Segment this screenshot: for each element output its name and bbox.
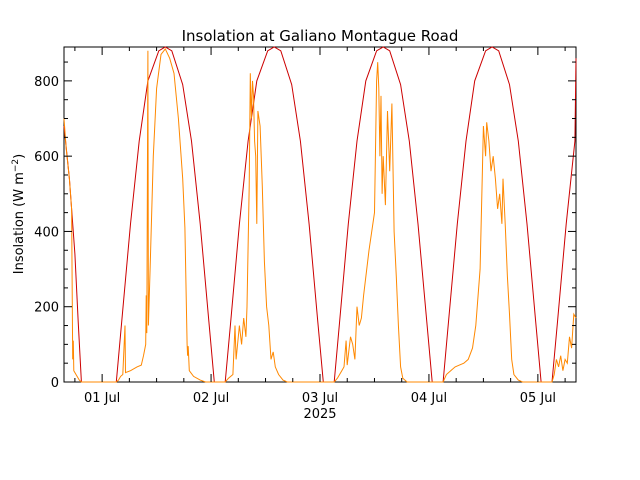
x-tick-label: 04 Jul bbox=[411, 391, 447, 406]
y-axis-label-sup: −2 bbox=[11, 159, 21, 172]
y-axis-label-close: ) bbox=[12, 154, 27, 159]
y-tick-label: 600 bbox=[34, 150, 59, 165]
x-tick-label: 05 Jul bbox=[520, 391, 556, 406]
y-axis-label: Insolation (W m−2) bbox=[11, 154, 27, 275]
y-axis: 0 200 400 600 800 bbox=[34, 61, 576, 391]
y-tick-label: 200 bbox=[34, 301, 59, 316]
clear-sky-line bbox=[63, 46, 577, 383]
x-tick-label: 02 Jul bbox=[193, 391, 229, 406]
x-axis: 01 Jul 02 Jul 03 Jul 04 Jul 05 Jul bbox=[74, 47, 566, 406]
x-axis-label: 2025 bbox=[303, 407, 336, 422]
plot-frame bbox=[63, 46, 577, 383]
plot-area bbox=[63, 46, 577, 383]
y-tick-label: 0 bbox=[51, 376, 59, 391]
x-tick-label: 03 Jul bbox=[302, 391, 338, 406]
measured-line bbox=[63, 47, 577, 383]
y-tick-label: 400 bbox=[34, 225, 59, 240]
chart-title: Insolation at Galiano Montague Road bbox=[182, 27, 459, 45]
x-tick-label: 01 Jul bbox=[84, 391, 120, 406]
measured-series bbox=[63, 47, 577, 383]
y-tick-label: 800 bbox=[34, 75, 59, 90]
clear-sky-series bbox=[63, 46, 577, 383]
y-axis-label-main: Insolation (W m bbox=[12, 172, 27, 274]
